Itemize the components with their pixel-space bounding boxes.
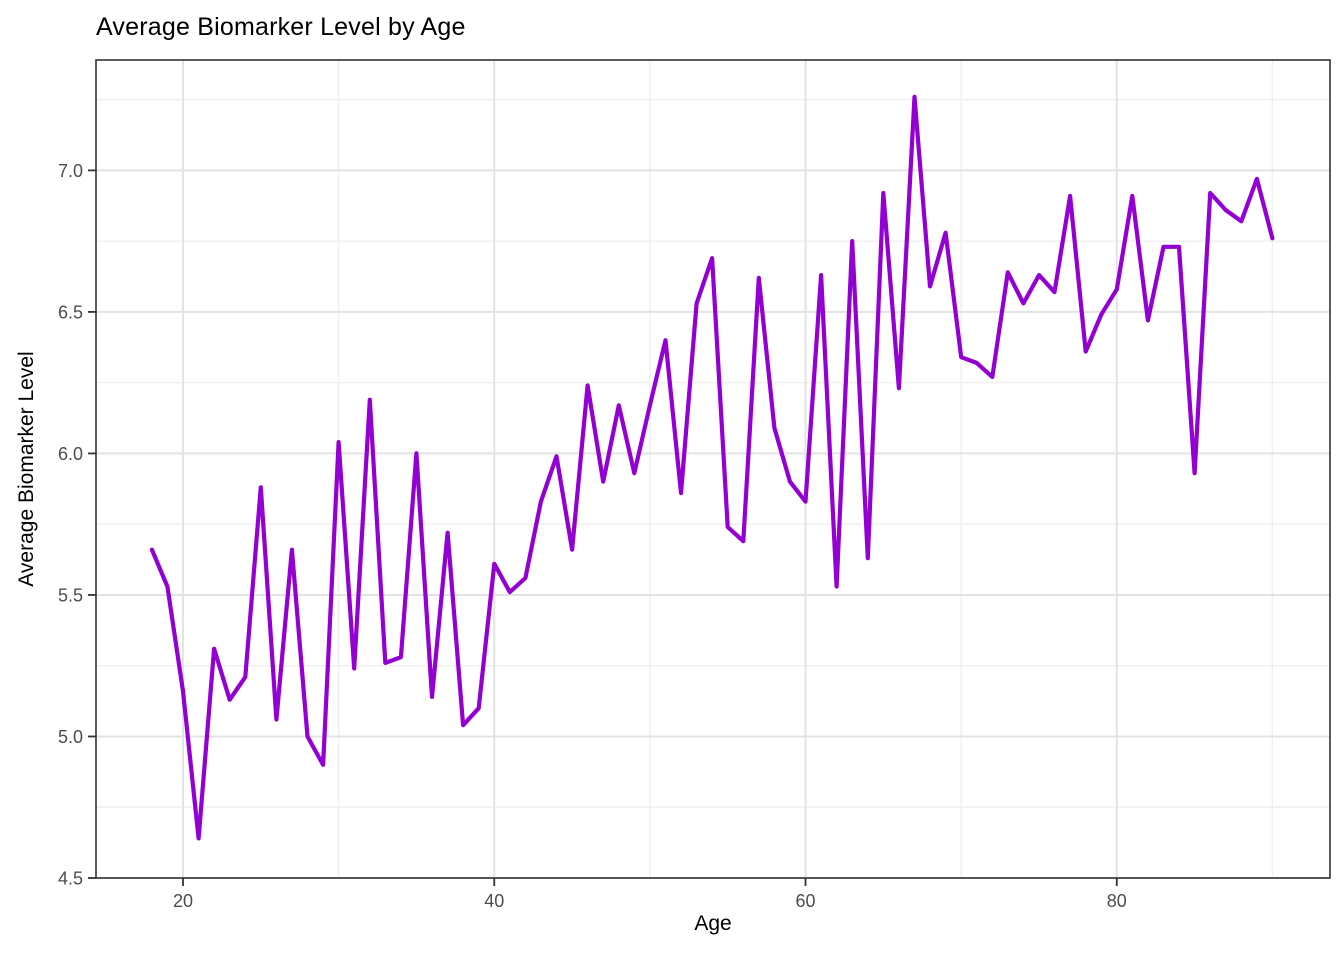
x-axis-label: Age [694,912,732,935]
plot-panel [96,60,1330,878]
x-tick-label: 60 [796,891,816,911]
panel-border [95,59,1331,879]
y-axis-label: Average Biomarker Level [15,351,38,587]
y-tick-label: 5.5 [58,585,83,605]
x-tick-label: 20 [173,891,193,911]
x-tick-label: 40 [484,891,504,911]
chart-title: Average Biomarker Level by Age [96,13,466,41]
x-tick-label: 80 [1107,891,1127,911]
y-tick-label: 6.0 [58,444,83,464]
y-tick-label: 6.5 [58,302,83,322]
y-tick-label: 7.0 [58,161,83,181]
data-line [149,94,1275,841]
y-tick-label: 5.0 [58,727,83,747]
y-tick-label: 4.5 [58,869,83,889]
